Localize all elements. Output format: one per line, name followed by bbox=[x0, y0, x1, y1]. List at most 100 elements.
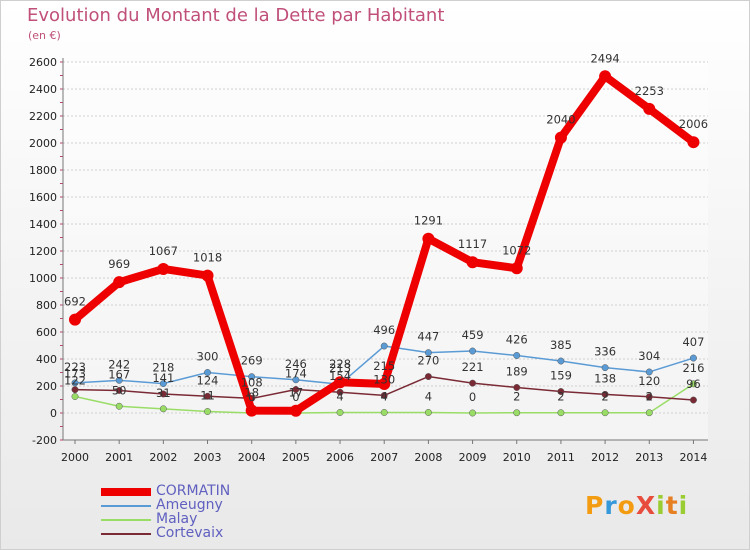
x-tick-label: 2007 bbox=[370, 451, 398, 464]
data-point bbox=[204, 369, 211, 376]
data-label: 216 bbox=[682, 361, 704, 375]
y-tick-label: 800 bbox=[36, 299, 57, 312]
data-label: 167 bbox=[108, 367, 130, 381]
data-point bbox=[157, 262, 170, 275]
data-point bbox=[687, 136, 700, 149]
data-point bbox=[71, 386, 79, 394]
y-tick-label: 400 bbox=[36, 353, 57, 366]
data-label: 108 bbox=[241, 375, 263, 389]
legend-label-malay: Malay bbox=[156, 511, 198, 527]
x-tick-label: 2003 bbox=[194, 451, 222, 464]
x-tick-label: 2006 bbox=[326, 451, 354, 464]
data-point bbox=[689, 396, 697, 404]
data-point bbox=[334, 376, 347, 389]
legend-swatch-cormatin bbox=[101, 488, 151, 496]
data-label: 215 bbox=[373, 359, 395, 373]
data-point bbox=[292, 376, 300, 384]
chart-subtitle: (en €) bbox=[28, 29, 61, 42]
data-label: 1072 bbox=[502, 243, 531, 257]
data-point bbox=[513, 384, 521, 391]
legend-item-cormatin: CORMATIN bbox=[101, 483, 301, 499]
y-tick-label: 1800 bbox=[29, 164, 57, 177]
data-point bbox=[115, 402, 123, 410]
x-tick-label: 2010 bbox=[503, 451, 531, 464]
chart-title: Evolution du Montant de la Dette par Hab… bbox=[27, 5, 445, 26]
data-label: 4 bbox=[381, 389, 388, 403]
proxiti-logo: ProXiti bbox=[585, 491, 688, 520]
data-label: 407 bbox=[682, 335, 704, 349]
data-label: 120 bbox=[638, 374, 660, 388]
legend-item-ameugny: Ameugny bbox=[101, 497, 301, 513]
data-point bbox=[289, 404, 302, 417]
legend-label-cortevaix: Cortevaix bbox=[156, 525, 224, 541]
data-point bbox=[513, 352, 521, 359]
logo-letter: i bbox=[656, 491, 666, 520]
y-tick-label: 1400 bbox=[29, 218, 57, 231]
data-point bbox=[601, 364, 609, 372]
data-point bbox=[513, 409, 521, 417]
data-label: 300 bbox=[197, 350, 219, 364]
data-point bbox=[469, 347, 477, 355]
data-label: 31 bbox=[156, 386, 171, 400]
x-tick-label: 2004 bbox=[238, 451, 266, 464]
data-point bbox=[645, 409, 653, 417]
data-point bbox=[201, 269, 214, 282]
data-label: 1291 bbox=[414, 214, 443, 228]
data-point bbox=[645, 368, 653, 376]
legend-item-cortevaix: Cortevaix bbox=[101, 525, 301, 541]
data-label: 2494 bbox=[590, 51, 619, 65]
data-point bbox=[424, 349, 432, 357]
y-tick-label: 1600 bbox=[29, 191, 57, 204]
data-point bbox=[292, 386, 300, 393]
data-point bbox=[422, 232, 435, 245]
data-point bbox=[469, 409, 477, 417]
x-tick-label: 2011 bbox=[547, 451, 575, 464]
data-label: 17 bbox=[289, 386, 304, 400]
data-point bbox=[336, 388, 344, 396]
data-label: 2 bbox=[601, 390, 608, 404]
data-point bbox=[601, 409, 609, 417]
data-point bbox=[159, 390, 167, 398]
data-point bbox=[466, 256, 479, 269]
logo-letter: i bbox=[678, 491, 689, 520]
data-label: 173 bbox=[64, 367, 86, 381]
data-point bbox=[557, 357, 565, 365]
data-point bbox=[601, 390, 609, 398]
data-point bbox=[378, 377, 391, 390]
data-point bbox=[689, 380, 697, 388]
data-point bbox=[115, 376, 123, 384]
data-label: 96 bbox=[686, 377, 701, 391]
legend-label-cormatin: CORMATIN bbox=[156, 483, 231, 499]
data-point bbox=[469, 379, 477, 387]
data-label: 2 bbox=[513, 390, 520, 404]
data-label: 2006 bbox=[679, 117, 708, 131]
y-tick-label: 1200 bbox=[29, 245, 57, 258]
y-tick-label: 1000 bbox=[29, 272, 57, 285]
data-point bbox=[380, 409, 388, 416]
logo-letter: t bbox=[665, 491, 679, 520]
data-label: 2253 bbox=[635, 84, 664, 98]
x-tick-label: 2005 bbox=[282, 451, 310, 464]
data-point bbox=[113, 276, 126, 289]
logo-letter: r bbox=[604, 491, 618, 520]
data-label: 304 bbox=[638, 349, 660, 363]
y-tick-label: 600 bbox=[36, 326, 57, 339]
data-point bbox=[380, 342, 388, 350]
data-point bbox=[557, 409, 565, 417]
y-tick-label: 2600 bbox=[29, 56, 57, 69]
data-label: 4 bbox=[336, 389, 343, 403]
data-label: 130 bbox=[373, 372, 395, 386]
data-point bbox=[645, 393, 653, 401]
data-point bbox=[204, 392, 211, 400]
x-tick-label: 2014 bbox=[679, 451, 707, 464]
y-tick-label: 200 bbox=[36, 380, 57, 393]
data-label: 0 bbox=[469, 390, 476, 404]
data-point bbox=[424, 409, 432, 416]
data-label: 213 bbox=[329, 361, 351, 375]
data-point bbox=[557, 388, 565, 395]
x-tick-label: 2008 bbox=[414, 451, 442, 464]
data-label: 969 bbox=[108, 257, 130, 271]
data-label: 122 bbox=[64, 374, 86, 388]
